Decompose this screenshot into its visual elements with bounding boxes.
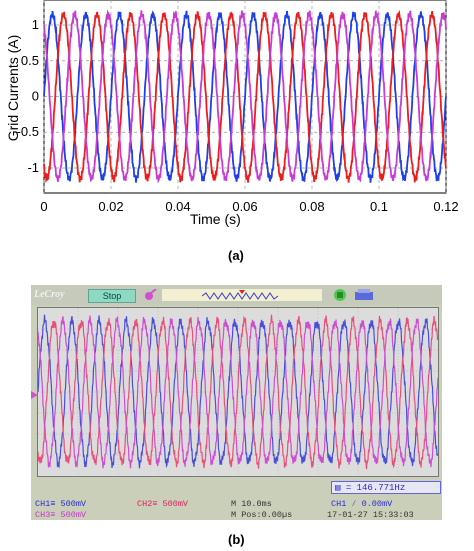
series-line-3 [43,9,447,184]
trigger-readout: CH1 ∕ 0.00mV [331,499,393,509]
scope-trace-1 [38,314,438,469]
y-tick-label: 0.5 [21,53,39,68]
x-tick-label: 0.08 [299,199,324,214]
stop-button[interactable]: Stop [88,289,136,303]
trigger-wave-icon [201,290,279,300]
ch1-label: CH1≡ 500mV [35,499,87,509]
printer-icon [355,289,373,300]
x-tick-label: 0.02 [98,199,123,214]
y-tick-label: 0 [32,89,39,104]
save-icon [334,289,346,301]
x-tick-label: 0.06 [232,199,257,214]
probe-icon [145,289,157,300]
x-axis-label: Time (s) [190,211,241,227]
x-tick-label: 0 [40,199,47,214]
x-tick-label: 0.04 [165,199,190,214]
oscilloscope-screen: LeCroy Stop ▤ = 146.771Hz CH1≡ 500mV CH3… [31,285,442,520]
y-tick-label: -0.5 [17,124,39,139]
scope-trace-3 [38,315,438,469]
scope-grid [37,307,439,477]
frequency-label-icon: ▤ = [335,483,357,493]
date-time-readout: 17-01-27 15:33:03 [327,510,414,520]
ground-marker-icon [31,391,38,399]
y-tick-label: 1 [32,17,39,32]
frequency-value: 146.771Hz [356,483,406,493]
caption-a: (a) [228,248,244,263]
series-line-1 [43,10,447,183]
chart-a: 0 0.02 0.04 0.06 0.08 0.1 0.12 1 0.5 0 -0.5 -1 [17,0,459,214]
position-readout: M Pos:0.00µs [231,510,293,520]
scope-brand: LeCroy [34,289,65,300]
ch3-label: CH3≡ 500mV [35,510,87,520]
timebase-readout: M 10.0ms [231,499,272,509]
frequency-readout: ▤ = 146.771Hz [331,481,441,494]
x-tick-label: 0.12 [433,199,458,214]
series-line-2 [43,9,447,184]
y-tick-label: -1 [27,160,39,175]
scope-waveforms [38,308,438,476]
caption-b: (b) [228,532,245,547]
x-tick-label: 0.1 [370,199,388,214]
trigger-indicator [162,289,322,301]
y-axis-label: Grid Currents (A) [5,34,21,142]
ch2-label: CH2≡ 500mV [137,499,189,509]
